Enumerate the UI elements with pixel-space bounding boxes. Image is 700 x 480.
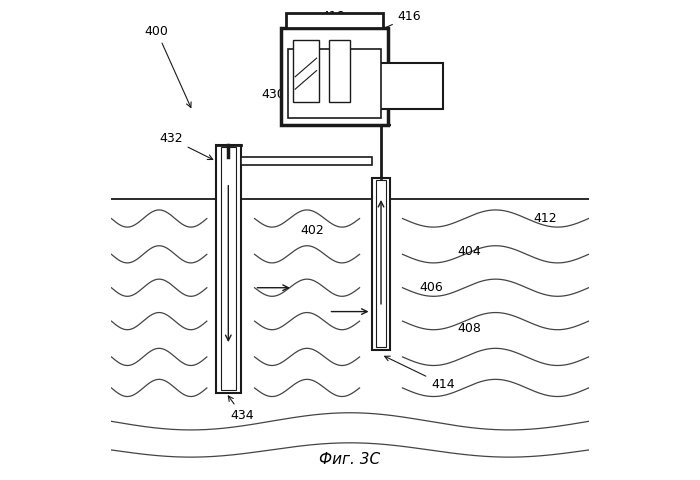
- Text: 408: 408: [457, 322, 481, 335]
- Text: Фиг. 3C: Фиг. 3C: [319, 452, 381, 467]
- Bar: [376, 180, 386, 348]
- Text: 434: 434: [228, 396, 254, 422]
- Text: 412: 412: [534, 212, 557, 225]
- Text: 416: 416: [373, 11, 421, 34]
- Text: 400: 400: [145, 25, 191, 108]
- Bar: [288, 49, 381, 118]
- Bar: [241, 157, 372, 165]
- Text: 406: 406: [419, 281, 443, 294]
- Bar: [216, 144, 241, 393]
- Bar: [372, 178, 390, 350]
- Text: 418: 418: [314, 11, 345, 46]
- Bar: [286, 13, 384, 28]
- Text: 430: 430: [262, 88, 286, 101]
- Text: 432: 432: [159, 132, 213, 159]
- Text: 404: 404: [457, 245, 481, 258]
- Text: 4̲1̲0̲: 4̲1̲0̲: [382, 78, 409, 92]
- Text: 402: 402: [300, 224, 323, 237]
- Bar: [345, 63, 443, 109]
- Bar: [293, 39, 319, 102]
- Text: 414: 414: [384, 356, 455, 391]
- Bar: [220, 147, 236, 390]
- Bar: [328, 39, 350, 102]
- Bar: [281, 28, 388, 125]
